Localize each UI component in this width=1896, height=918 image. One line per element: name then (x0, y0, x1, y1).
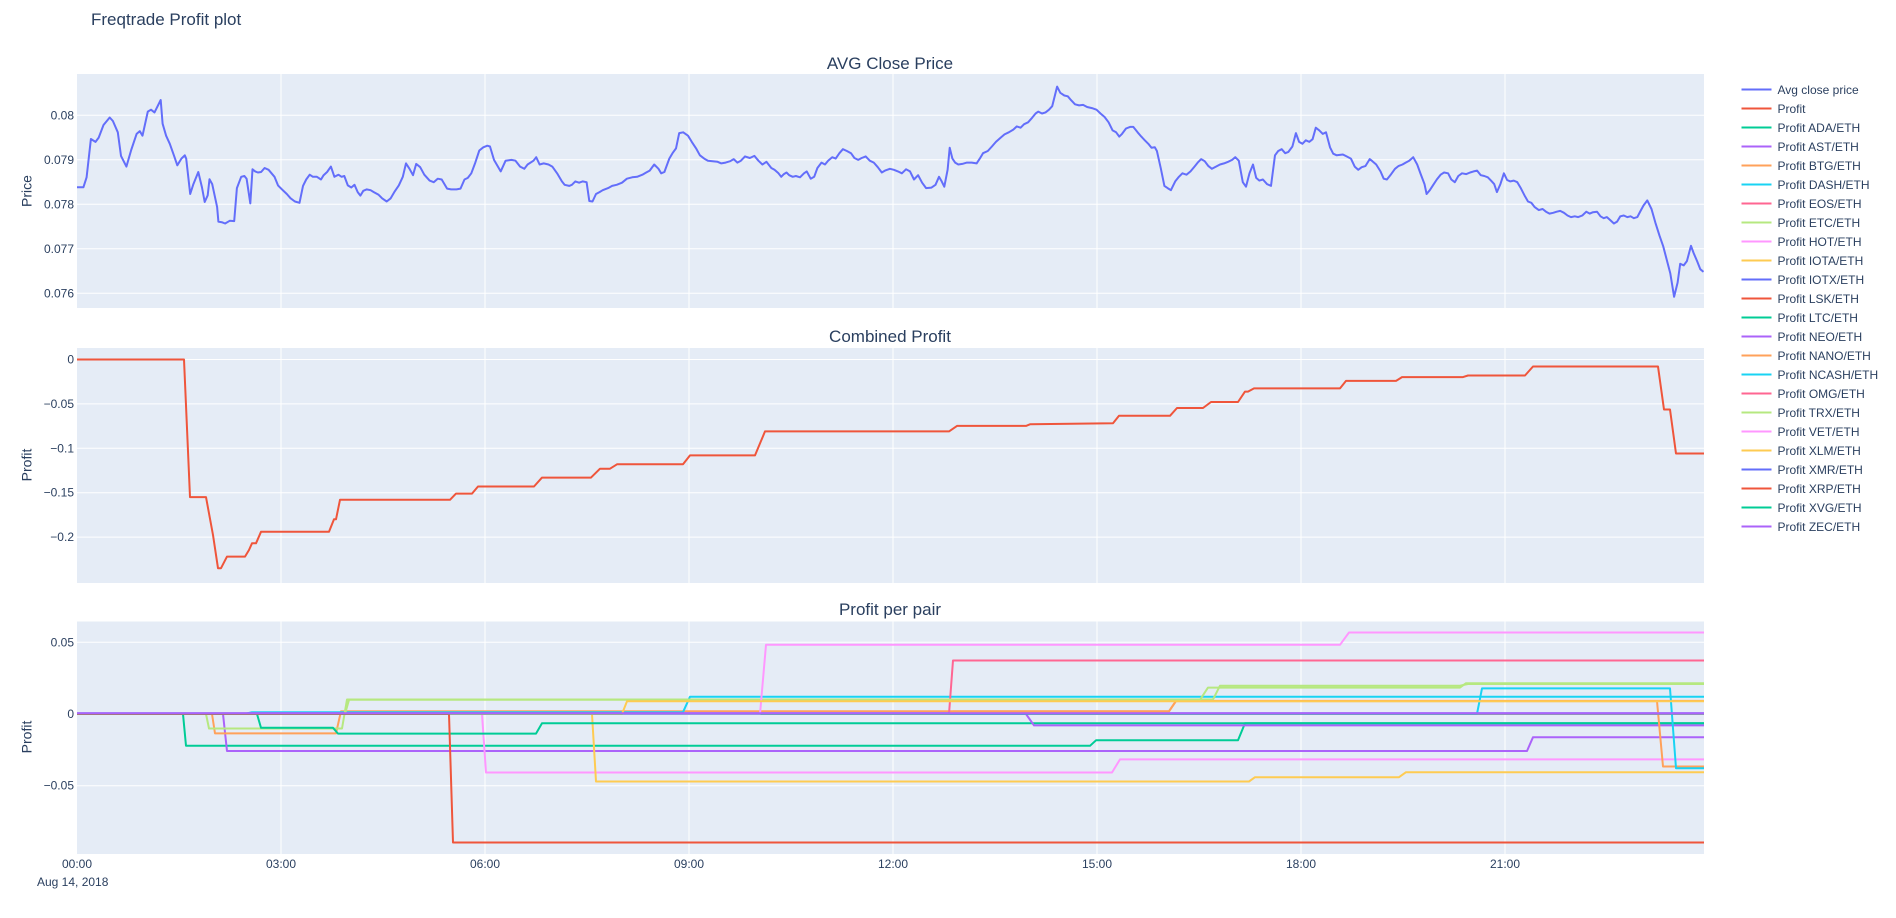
svg-text:Profit per pair: Profit per pair (839, 600, 941, 619)
svg-text:−0.2: −0.2 (50, 530, 74, 544)
svg-text:03:00: 03:00 (266, 857, 296, 871)
svg-text:0: 0 (67, 353, 74, 367)
svg-text:Profit ZEC/ETH: Profit ZEC/ETH (1778, 520, 1861, 534)
svg-text:18:00: 18:00 (1286, 857, 1316, 871)
svg-text:Profit EOS/ETH: Profit EOS/ETH (1778, 197, 1862, 211)
svg-text:Profit IOTA/ETH: Profit IOTA/ETH (1778, 254, 1864, 268)
svg-text:Profit ADA/ETH: Profit ADA/ETH (1778, 121, 1861, 135)
svg-text:−0.15: −0.15 (44, 486, 75, 500)
svg-text:00:00: 00:00 (62, 857, 92, 871)
svg-text:−0.05: −0.05 (44, 397, 75, 411)
svg-text:−0.1: −0.1 (50, 441, 74, 455)
svg-text:Avg close price: Avg close price (1778, 83, 1859, 97)
svg-text:0.079: 0.079 (44, 153, 74, 167)
svg-text:Profit HOT/ETH: Profit HOT/ETH (1778, 235, 1862, 249)
svg-text:Profit NCASH/ETH: Profit NCASH/ETH (1778, 368, 1879, 382)
svg-text:Combined Profit: Combined Profit (829, 327, 951, 346)
svg-text:0.078: 0.078 (44, 197, 74, 211)
svg-text:09:00: 09:00 (674, 857, 704, 871)
svg-text:Profit TRX/ETH: Profit TRX/ETH (1778, 406, 1860, 420)
svg-text:−0.05: −0.05 (44, 779, 75, 793)
svg-text:Profit LTC/ETH: Profit LTC/ETH (1778, 311, 1858, 325)
svg-text:15:00: 15:00 (1082, 857, 1112, 871)
svg-text:Profit AST/ETH: Profit AST/ETH (1778, 140, 1859, 154)
svg-text:Aug 14, 2018: Aug 14, 2018 (37, 875, 109, 889)
svg-text:Profit: Profit (1778, 102, 1807, 116)
svg-text:Profit OMG/ETH: Profit OMG/ETH (1778, 387, 1865, 401)
svg-text:0: 0 (67, 707, 74, 721)
svg-text:0.076: 0.076 (44, 286, 74, 300)
svg-text:Profit DASH/ETH: Profit DASH/ETH (1778, 178, 1870, 192)
svg-text:Profit NANO/ETH: Profit NANO/ETH (1778, 349, 1871, 363)
svg-text:0.08: 0.08 (51, 108, 75, 122)
svg-text:Profit NEO/ETH: Profit NEO/ETH (1778, 330, 1863, 344)
svg-text:Profit VET/ETH: Profit VET/ETH (1778, 425, 1860, 439)
svg-text:0.077: 0.077 (44, 242, 74, 256)
svg-text:0.05: 0.05 (51, 635, 75, 649)
svg-text:21:00: 21:00 (1490, 857, 1520, 871)
svg-text:06:00: 06:00 (470, 857, 500, 871)
svg-text:Profit XLM/ETH: Profit XLM/ETH (1778, 444, 1861, 458)
svg-text:Freqtrade Profit plot: Freqtrade Profit plot (91, 10, 242, 29)
svg-text:Profit: Profit (19, 721, 35, 754)
svg-text:Profit LSK/ETH: Profit LSK/ETH (1778, 292, 1859, 306)
svg-text:Profit: Profit (19, 449, 35, 482)
svg-text:Profit XVG/ETH: Profit XVG/ETH (1778, 501, 1862, 515)
svg-text:Profit XMR/ETH: Profit XMR/ETH (1778, 463, 1863, 477)
svg-text:Profit XRP/ETH: Profit XRP/ETH (1778, 482, 1861, 496)
svg-text:Profit IOTX/ETH: Profit IOTX/ETH (1778, 273, 1865, 287)
svg-text:Profit BTG/ETH: Profit BTG/ETH (1778, 159, 1861, 173)
svg-text:Price: Price (19, 175, 35, 207)
svg-text:AVG Close Price: AVG Close Price (827, 54, 953, 73)
svg-text:12:00: 12:00 (878, 857, 908, 871)
svg-text:Profit ETC/ETH: Profit ETC/ETH (1778, 216, 1861, 230)
